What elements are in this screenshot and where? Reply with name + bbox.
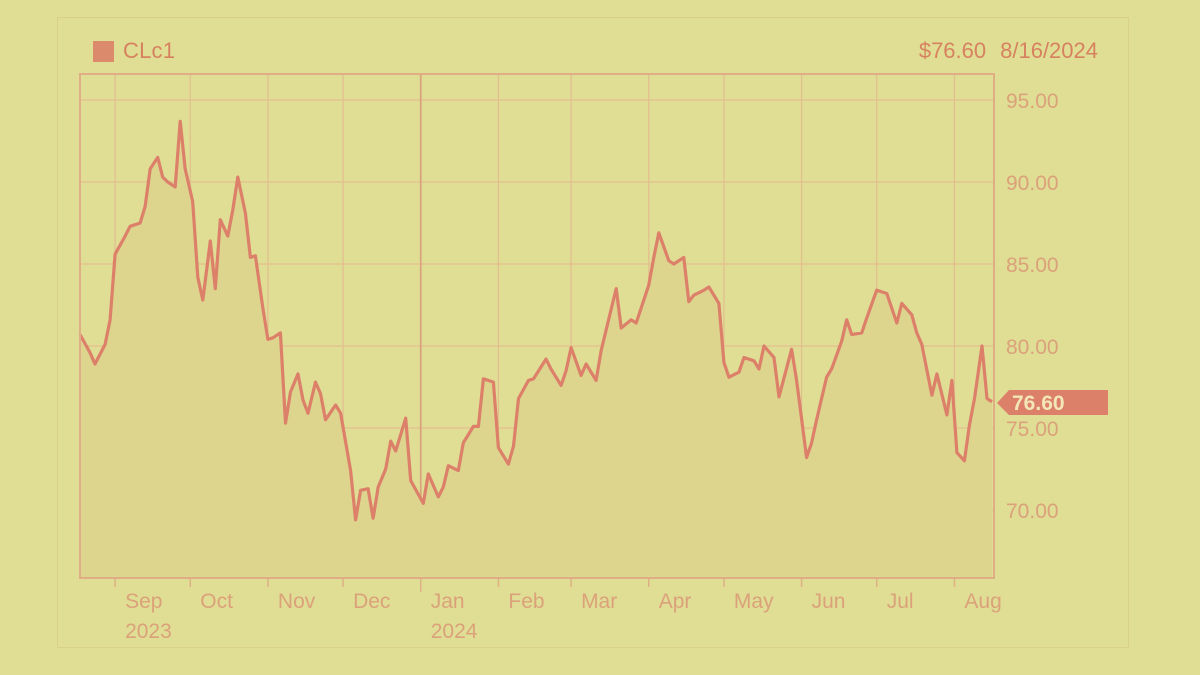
legend-swatch-icon xyxy=(93,40,114,62)
last-date: 8/16/2024 xyxy=(1000,38,1098,63)
price-tag: 76.60 xyxy=(997,390,1108,415)
price-tag-value: 76.60 xyxy=(1012,392,1065,415)
y-tick-label: 85.00 xyxy=(1006,254,1059,277)
x-tick-year: 2023 xyxy=(125,620,172,643)
x-tick-label: Sep xyxy=(125,590,162,613)
x-tick-label: Jun xyxy=(812,590,846,613)
x-tick-label: Oct xyxy=(200,590,233,613)
y-tick-label: 80.00 xyxy=(1006,336,1059,359)
x-tick-label: Mar xyxy=(581,590,617,613)
chart-panel xyxy=(57,17,1129,648)
price-header: $76.60 8/16/2024 xyxy=(919,38,1098,64)
last-price: $76.60 xyxy=(918,38,987,63)
x-tick-label: May xyxy=(734,590,774,613)
x-tick-label: Dec xyxy=(353,590,390,613)
x-axis: Sep 2023 Oct Nov Dec Jan 2024 Feb Mar Apr May Jun Ju… xyxy=(114,578,1002,643)
y-tick-label: 70.00 xyxy=(1006,500,1059,523)
x-tick-label: Jan xyxy=(431,590,465,613)
price-line xyxy=(78,119,993,522)
legend: CLc1 xyxy=(93,38,175,64)
plot-frame xyxy=(79,73,995,579)
price-area xyxy=(80,121,992,579)
x-tick-label: Feb xyxy=(508,590,544,613)
x-tick-label: Aug xyxy=(964,590,1001,613)
x-tick-label: Nov xyxy=(278,590,316,613)
y-tick-label: 90.00 xyxy=(1006,172,1059,195)
x-tick-year: 2024 xyxy=(431,620,478,643)
x-tick-label: Apr xyxy=(659,590,692,613)
y-axis: 95.00 90.00 85.00 80.00 75.00 70.00 xyxy=(1006,90,1059,523)
y-tick-label: 75.00 xyxy=(1006,418,1059,441)
x-tick-label: Jul xyxy=(887,590,914,613)
y-tick-label: 95.00 xyxy=(1006,90,1059,113)
legend-label: CLc1 xyxy=(123,38,176,63)
